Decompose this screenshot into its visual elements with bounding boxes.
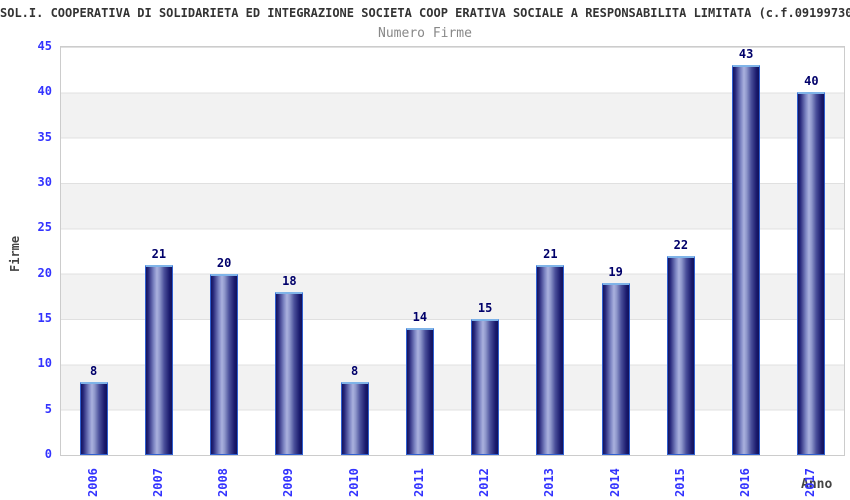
bar-2012	[471, 319, 500, 455]
bar-value-label: 19	[608, 264, 623, 279]
bar-value-label: 14	[412, 310, 428, 325]
bar-value-label: 8	[90, 364, 98, 379]
bar-2013	[536, 264, 565, 455]
x-tick-label: 2015	[672, 468, 687, 497]
y-tick-label: 10	[37, 356, 52, 371]
bar-2009	[275, 291, 304, 455]
bar-value-label: 18	[282, 273, 297, 288]
y-tick-label: 40	[37, 84, 52, 99]
bar-2017	[797, 92, 826, 455]
x-tick-label: 2008	[216, 468, 231, 497]
x-axis-label: Anno	[801, 477, 833, 492]
y-tick-label: 45	[37, 39, 52, 53]
x-tick-label: 2013	[542, 468, 557, 497]
bar-value-label: 21	[151, 246, 167, 261]
y-tick-label: 15	[37, 311, 52, 325]
x-tick-label: 2012	[477, 468, 492, 497]
x-tick-label: 2017	[803, 468, 818, 497]
bar-value-label: 22	[673, 237, 689, 252]
bar-value-label: 21	[543, 246, 558, 261]
bar-value-label: 15	[477, 301, 493, 315]
bar-2011	[405, 328, 434, 455]
bar-value-label: 8	[351, 364, 359, 379]
chart-subtitle: Numero Firme	[378, 26, 472, 41]
x-tick-label: 2010	[346, 468, 361, 497]
x-tick-label: 2011	[411, 468, 426, 497]
y-tick-label: 0	[44, 447, 52, 461]
bar-value-label: 43	[738, 47, 754, 62]
y-tick-label: 5	[44, 401, 52, 416]
x-tick-label: 2014	[607, 468, 622, 497]
y-tick-label: 35	[37, 129, 52, 144]
plot-area: 8 21 20 18 8 14 15 21 19 22 43 40	[60, 46, 845, 456]
bar-2014	[601, 282, 630, 455]
x-tick-label: 2009	[281, 468, 296, 497]
bar-2015	[666, 255, 695, 455]
x-tick-label: 2007	[150, 468, 165, 497]
chart-title: SOL.I. COOPERATIVA DI SOLIDARIETA ED INT…	[0, 6, 850, 20]
bar-value-label: 20	[216, 255, 232, 270]
bar-2008	[210, 273, 239, 455]
bar-value-label: 40	[804, 74, 819, 89]
bar-2006	[79, 382, 108, 455]
y-tick-label: 30	[37, 175, 52, 189]
x-tick-label: 2016	[738, 468, 753, 497]
y-tick-label: 25	[37, 220, 52, 235]
x-tick-label: 2006	[85, 468, 100, 497]
bar-2010	[340, 382, 369, 455]
y-tick-label: 20	[37, 265, 52, 280]
bar-2016	[732, 65, 761, 455]
bar-2007	[144, 264, 173, 455]
